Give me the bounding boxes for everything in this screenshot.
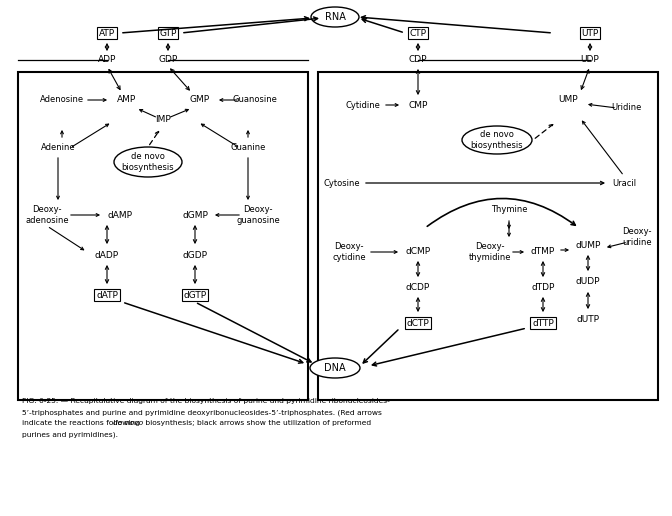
Text: dGTP: dGTP — [183, 291, 206, 299]
Text: biosynthesis; black arrows show the utilization of preformed: biosynthesis; black arrows show the util… — [143, 420, 371, 426]
Text: Deoxy-
thymidine: Deoxy- thymidine — [469, 243, 511, 262]
Text: Thymine: Thymine — [491, 205, 528, 215]
Text: Adenosine: Adenosine — [40, 95, 84, 105]
Text: dTTP: dTTP — [532, 318, 554, 328]
Text: CTP: CTP — [409, 28, 427, 38]
Text: ATP: ATP — [99, 28, 115, 38]
Text: UDP: UDP — [581, 56, 599, 64]
Text: CMP: CMP — [409, 101, 427, 109]
Text: IMP: IMP — [155, 116, 171, 124]
Text: dUTP: dUTP — [577, 315, 599, 325]
Text: dUDP: dUDP — [576, 278, 600, 286]
Text: dTDP: dTDP — [532, 283, 554, 293]
Text: dAMP: dAMP — [108, 211, 132, 219]
Text: Uridine: Uridine — [611, 104, 641, 112]
Text: FIG. 6-25. — Recapitulative diagram of the biosynthesis of purine and pyrimidine: FIG. 6-25. — Recapitulative diagram of t… — [22, 398, 390, 404]
Text: Uracil: Uracil — [612, 179, 636, 187]
Text: ADP: ADP — [98, 56, 116, 64]
Text: AMP: AMP — [118, 95, 136, 105]
Text: de novo
biosynthesis: de novo biosynthesis — [122, 152, 174, 172]
Text: UTP: UTP — [581, 28, 599, 38]
Text: dGMP: dGMP — [182, 211, 208, 219]
Text: dCMP: dCMP — [405, 248, 431, 256]
Text: de novo: de novo — [113, 420, 143, 426]
Ellipse shape — [462, 126, 532, 154]
Text: indicate the reactions following: indicate the reactions following — [22, 420, 142, 426]
Text: Guanosine: Guanosine — [233, 95, 278, 105]
Text: dGDP: dGDP — [183, 250, 208, 260]
Text: dADP: dADP — [95, 250, 119, 260]
Text: GTP: GTP — [159, 28, 177, 38]
Bar — [318, 72, 658, 400]
Ellipse shape — [310, 358, 360, 378]
Text: dATP: dATP — [96, 291, 118, 299]
Text: GDP: GDP — [159, 56, 177, 64]
Text: dCDP: dCDP — [406, 283, 430, 293]
Bar — [18, 72, 308, 400]
Text: Cytidine: Cytidine — [345, 101, 380, 109]
Text: Guanine: Guanine — [230, 143, 265, 153]
Ellipse shape — [114, 147, 182, 177]
Text: CDP: CDP — [409, 56, 427, 64]
Text: Cytosine: Cytosine — [324, 179, 360, 187]
Text: dCTP: dCTP — [407, 318, 429, 328]
Text: RNA: RNA — [325, 12, 345, 22]
Text: 5’-triphosphates and purine and pyrimidine deoxyribonucleosides-5’-triphosphates: 5’-triphosphates and purine and pyrimidi… — [22, 409, 382, 415]
Text: Deoxy-
cytidine: Deoxy- cytidine — [332, 243, 366, 262]
Text: DNA: DNA — [324, 363, 346, 373]
Text: Deoxy-
adenosine: Deoxy- adenosine — [25, 205, 69, 224]
Text: de novo
biosynthesis: de novo biosynthesis — [470, 131, 523, 150]
Text: UMP: UMP — [558, 95, 578, 105]
Text: Deoxy-
uridine: Deoxy- uridine — [622, 228, 652, 247]
Text: Deoxy-
guanosine: Deoxy- guanosine — [236, 205, 280, 224]
Text: GMP: GMP — [190, 95, 210, 105]
Ellipse shape — [311, 7, 359, 27]
Text: purines and pyrimidines).: purines and pyrimidines). — [22, 431, 118, 438]
Text: Adenine: Adenine — [41, 143, 75, 153]
Text: dUMP: dUMP — [575, 240, 601, 250]
Text: dTMP: dTMP — [531, 248, 555, 256]
